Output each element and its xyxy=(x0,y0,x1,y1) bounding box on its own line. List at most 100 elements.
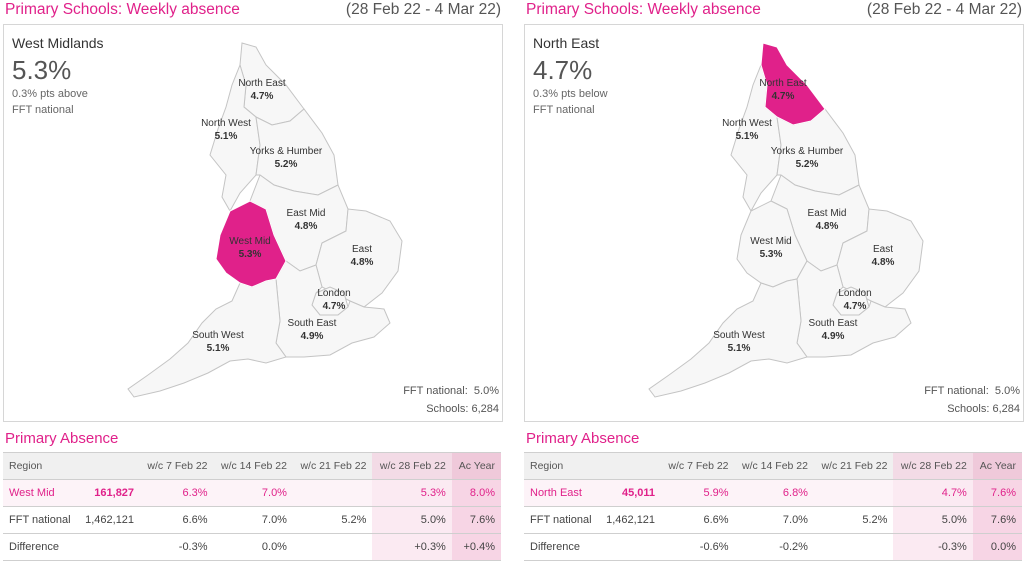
map-label-south-west: South West 5.1% xyxy=(192,330,244,354)
panel-title: Primary Schools: Weekly absence xyxy=(5,1,240,18)
comparison-note-line2: FFT national xyxy=(12,104,74,116)
cell-region: North East xyxy=(524,479,599,507)
map-stats: FFT national: 5.0% Schools: 6,284 xyxy=(403,382,499,418)
map-label-north-east: North East 4.7% xyxy=(759,78,807,102)
map-label-yorks-humber: Yorks & Humber 5.2% xyxy=(249,146,323,170)
col-header-pupils xyxy=(598,452,662,480)
table-row-fft-national[interactable]: FFT national 1,462,121 6.6% 7.0% 5.2% 5.… xyxy=(3,506,501,534)
date-range: (28 Feb 22 - 4 Mar 22) xyxy=(866,1,1022,18)
cell-pupils xyxy=(598,533,662,561)
cell-wc-21-feb xyxy=(292,533,373,561)
table-row-difference[interactable]: Difference -0.6% -0.2% -0.3% 0.0% xyxy=(524,533,1022,561)
cell-ac-year: 7.6% xyxy=(972,479,1022,507)
cell-wc-7-feb: 6.6% xyxy=(661,506,735,534)
comparison-note: 0.3% pts below FFT national xyxy=(533,86,608,118)
map-label-south-west: South West 5.1% xyxy=(713,330,765,354)
panel-header: Primary Schools: Weekly absence (28 Feb … xyxy=(3,0,503,24)
date-range: (28 Feb 22 - 4 Mar 22) xyxy=(345,1,501,18)
schools-value: 6,284 xyxy=(992,403,1020,415)
schools-value: 6,284 xyxy=(471,403,499,415)
table-title: Primary Absence xyxy=(5,430,119,447)
map-region-north-east[interactable] xyxy=(760,42,826,126)
col-header-wc-14-feb[interactable]: w/c 14 Feb 22 xyxy=(213,452,293,480)
cell-wc-7-feb: -0.6% xyxy=(661,533,735,561)
cell-region: Difference xyxy=(524,533,599,561)
cell-wc-28-feb: 5.0% xyxy=(372,506,452,534)
cell-region: FFT national xyxy=(3,506,78,534)
cell-ac-year: 8.0% xyxy=(451,479,501,507)
cell-ac-year: 7.6% xyxy=(451,506,501,534)
region-map-card: North East 4.7% 0.3% pts below FFT natio… xyxy=(524,24,1024,422)
selected-region-value: 5.3% xyxy=(12,55,72,85)
absence-table: Region w/c 7 Feb 22 w/c 14 Feb 22 w/c 21… xyxy=(524,452,1022,561)
cell-wc-21-feb xyxy=(292,479,373,507)
absence-panel-west-midlands: Primary Schools: Weekly absence (28 Feb … xyxy=(3,0,503,562)
table-title: Primary Absence xyxy=(526,430,640,447)
cell-pupils: 161,827 xyxy=(77,479,141,507)
cell-wc-28-feb: 5.3% xyxy=(372,479,452,507)
cell-wc-14-feb: 7.0% xyxy=(213,479,293,507)
col-header-wc-7-feb[interactable]: w/c 7 Feb 22 xyxy=(140,452,214,480)
england-regions-map[interactable] xyxy=(4,25,502,421)
table-header-row: Region w/c 7 Feb 22 w/c 14 Feb 22 w/c 21… xyxy=(3,452,501,480)
cell-wc-28-feb: -0.3% xyxy=(893,533,973,561)
fft-national-label: FFT national: xyxy=(924,385,989,397)
col-header-wc-28-feb[interactable]: w/c 28 Feb 22 xyxy=(893,452,973,480)
col-header-wc-21-feb[interactable]: w/c 21 Feb 22 xyxy=(292,452,373,480)
col-header-region[interactable]: Region xyxy=(3,452,78,480)
cell-wc-7-feb: -0.3% xyxy=(140,533,214,561)
col-header-wc-28-feb[interactable]: w/c 28 Feb 22 xyxy=(372,452,452,480)
cell-wc-21-feb: 5.2% xyxy=(292,506,373,534)
fft-national-label: FFT national: xyxy=(403,385,468,397)
map-region-west-mid[interactable] xyxy=(215,200,287,288)
col-header-wc-14-feb[interactable]: w/c 14 Feb 22 xyxy=(734,452,814,480)
selected-region-name: North East xyxy=(533,35,600,51)
cell-region: FFT national xyxy=(524,506,599,534)
cell-wc-14-feb: -0.2% xyxy=(734,533,814,561)
map-region-south-west[interactable] xyxy=(127,278,287,398)
map-label-north-west: North West 5.1% xyxy=(722,118,772,142)
schools-label: Schools: xyxy=(947,403,990,415)
col-header-region[interactable]: Region xyxy=(524,452,599,480)
table-row-difference[interactable]: Difference -0.3% 0.0% +0.3% +0.4% xyxy=(3,533,501,561)
col-header-wc-7-feb[interactable]: w/c 7 Feb 22 xyxy=(661,452,735,480)
cell-wc-21-feb: 5.2% xyxy=(813,506,894,534)
cell-wc-7-feb: 5.9% xyxy=(661,479,735,507)
panel-title: Primary Schools: Weekly absence xyxy=(526,1,761,18)
cell-wc-28-feb: 5.0% xyxy=(893,506,973,534)
map-label-south-east: South East 4.9% xyxy=(808,318,858,342)
map-label-south-east: South East 4.9% xyxy=(287,318,337,342)
cell-ac-year: 7.6% xyxy=(972,506,1022,534)
col-header-pupils xyxy=(77,452,141,480)
panel-header: Primary Schools: Weekly absence (28 Feb … xyxy=(524,0,1024,24)
england-regions-map[interactable] xyxy=(525,25,1023,421)
map-label-west-mid: West Mid 5.3% xyxy=(229,236,271,260)
col-header-ac-year[interactable]: Ac Year xyxy=(972,452,1022,480)
cell-pupils: 1,462,121 xyxy=(77,506,141,534)
map-label-north-east: North East 4.7% xyxy=(238,78,286,102)
table-header-row: Region w/c 7 Feb 22 w/c 14 Feb 22 w/c 21… xyxy=(524,452,1022,480)
table-row-region[interactable]: North East 45,011 5.9% 6.8% 4.7% 7.6% xyxy=(524,479,1022,507)
col-header-wc-21-feb[interactable]: w/c 21 Feb 22 xyxy=(813,452,894,480)
selected-region-value: 4.7% xyxy=(533,55,593,85)
cell-wc-21-feb xyxy=(813,533,894,561)
cell-wc-14-feb: 0.0% xyxy=(213,533,293,561)
map-label-east: East 4.8% xyxy=(350,244,374,268)
map-stats: FFT national: 5.0% Schools: 6,284 xyxy=(924,382,1020,418)
map-label-yorks-humber: Yorks & Humber 5.2% xyxy=(770,146,844,170)
table-row-region[interactable]: West Mid 161,827 6.3% 7.0% 5.3% 8.0% xyxy=(3,479,501,507)
comparison-note-line2: FFT national xyxy=(533,104,595,116)
comparison-note-line1: 0.3% pts above xyxy=(12,88,88,100)
cell-wc-28-feb: 4.7% xyxy=(893,479,973,507)
table-row-fft-national[interactable]: FFT national 1,462,121 6.6% 7.0% 5.2% 5.… xyxy=(524,506,1022,534)
comparison-note-line1: 0.3% pts below xyxy=(533,88,608,100)
map-label-east-mid: East Mid 4.8% xyxy=(807,208,847,232)
cell-wc-14-feb: 6.8% xyxy=(734,479,814,507)
cell-wc-7-feb: 6.3% xyxy=(140,479,214,507)
col-header-ac-year[interactable]: Ac Year xyxy=(451,452,501,480)
map-label-east: East 4.8% xyxy=(871,244,895,268)
fft-national-value: 5.0% xyxy=(473,385,499,397)
cell-region: Difference xyxy=(3,533,78,561)
map-region-south-west[interactable] xyxy=(648,278,808,398)
cell-pupils: 45,011 xyxy=(598,479,662,507)
